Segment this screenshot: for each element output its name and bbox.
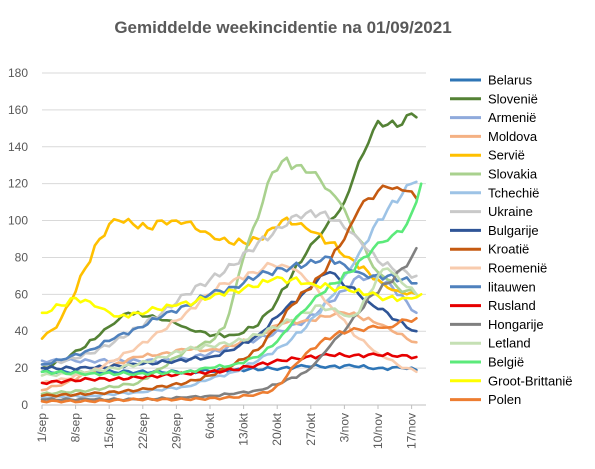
legend-label-sloveni-: Slovenië <box>488 91 538 106</box>
y-axis-ticks: 0 20 40 60 80 100 120 140 160 180 <box>8 66 28 412</box>
legend-label-belgi-: België <box>488 355 524 370</box>
series-line-polen <box>40 317 418 404</box>
legend-label-polen: Polen <box>488 392 521 407</box>
x-tick-label: 6/okt <box>203 412 217 439</box>
x-axis-ticks: 1/sep 8/sep 15/sep 22/sep 29/sep 6/okt 13/okt 2… <box>35 405 419 449</box>
legend-label-tchechi-: Tchechië <box>488 185 539 200</box>
legend-label-hongarije: Hongarije <box>488 317 544 332</box>
legend: Belarus Slovenië Armenië Moldova Servië Slova… <box>450 73 573 407</box>
series-line-groot-brittani- <box>40 275 423 319</box>
series-line-bulgarije <box>40 270 418 372</box>
chart-title: Gemiddelde weekincidentie na 01/09/2021 <box>114 18 451 37</box>
series-line-rusland <box>40 352 418 386</box>
y-tick-label: 0 <box>21 398 28 412</box>
legend-label-bulgarije: Bulgarije <box>488 223 539 238</box>
y-tick-label: 180 <box>8 66 28 80</box>
x-tick-label: 15/sep <box>102 413 116 449</box>
x-tick-label: 1/sep <box>35 413 49 443</box>
x-tick-label: 8/sep <box>69 413 83 443</box>
legend-label-groot-brittani-: Groot-Brittanië <box>488 373 573 388</box>
series-line-sloveni- <box>40 112 418 370</box>
x-tick-label: 10/nov <box>371 413 385 449</box>
legend-label-servi-: Servië <box>488 148 525 163</box>
x-tick-label: 13/okt <box>237 412 251 445</box>
legend-label-litauwen: litauwen <box>488 279 536 294</box>
x-tick-label: 20/okt <box>270 412 284 445</box>
y-tick-label: 140 <box>8 140 28 154</box>
legend-label-ukraine: Ukraine <box>488 204 533 219</box>
legend-label-moldova: Moldova <box>488 129 538 144</box>
series-line-roemeni- <box>40 261 418 385</box>
x-tick-label: 22/sep <box>136 413 150 449</box>
legend-label-kroati-: Kroatië <box>488 242 529 257</box>
legend-label-slovakia: Slovakia <box>488 167 538 182</box>
series-line-ukraine <box>40 209 418 367</box>
y-tick-label: 40 <box>15 324 29 338</box>
x-tick-label: 29/sep <box>169 413 183 449</box>
series-lines <box>40 112 423 404</box>
y-tick-label: 100 <box>8 214 28 228</box>
y-tick-label: 120 <box>8 177 28 191</box>
x-tick-label: 27/okt <box>304 412 318 445</box>
y-tick-label: 160 <box>8 103 28 117</box>
x-tick-label: 17/nov <box>405 413 419 449</box>
y-tick-label: 20 <box>15 361 29 375</box>
x-tick-label: 3/nov <box>337 413 351 442</box>
legend-label-letland: Letland <box>488 336 531 351</box>
legend-label-belarus: Belarus <box>488 73 533 88</box>
y-tick-label: 60 <box>15 287 29 301</box>
series-line-belgi- <box>40 182 423 377</box>
series-line-letland <box>40 267 418 378</box>
legend-label-armeni-: Armenië <box>488 110 536 125</box>
legend-label-roemeni-: Roemenië <box>488 261 547 276</box>
y-tick-label: 80 <box>15 250 29 264</box>
legend-label-rusland: Rusland <box>488 298 536 313</box>
